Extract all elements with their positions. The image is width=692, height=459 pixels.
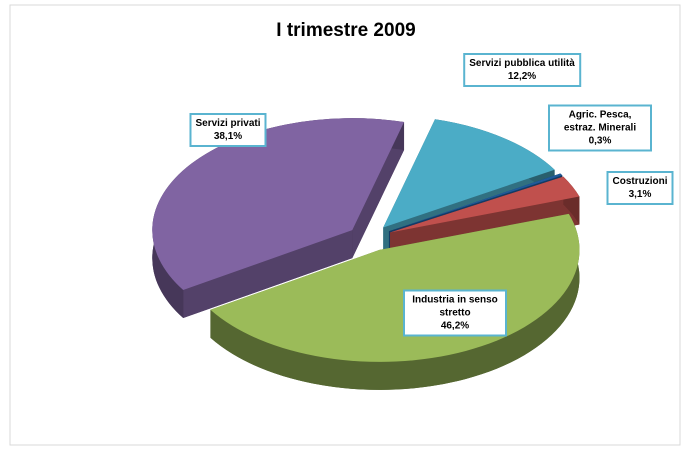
data-label: Servizi privati 38,1%	[189, 113, 267, 147]
slice-face	[352, 121, 405, 259]
category-label: Servizi privati	[195, 118, 261, 129]
slice	[390, 176, 580, 233]
slice	[383, 119, 555, 228]
value-label: 46,2%	[440, 320, 470, 332]
data-label: Costruzioni 3,1%	[606, 171, 674, 205]
data-label: Agric. Pesca, estraz. Minerali 0,3%	[548, 104, 652, 152]
slice-side	[210, 213, 580, 390]
chart-title: I trimestre 2009	[276, 20, 416, 41]
category-label: Servizi pubblica utilità	[469, 58, 575, 69]
category-label: Agric. Pesca, estraz. Minerali	[563, 109, 637, 134]
category-label: Costruzioni	[612, 176, 668, 187]
value-label: 38,1%	[213, 131, 243, 142]
value-label: 0,3%	[588, 135, 612, 147]
value-label: 12,2%	[507, 71, 537, 82]
category-label: Industria in senso stretto	[412, 294, 498, 319]
slice-face	[183, 230, 353, 319]
slice	[388, 173, 563, 232]
slice	[152, 118, 405, 291]
data-label: Industria in senso stretto 46,2%	[403, 289, 507, 337]
value-label: 3,1%	[628, 189, 652, 200]
data-label: Servizi pubblica utilità 12,2%	[463, 53, 581, 87]
